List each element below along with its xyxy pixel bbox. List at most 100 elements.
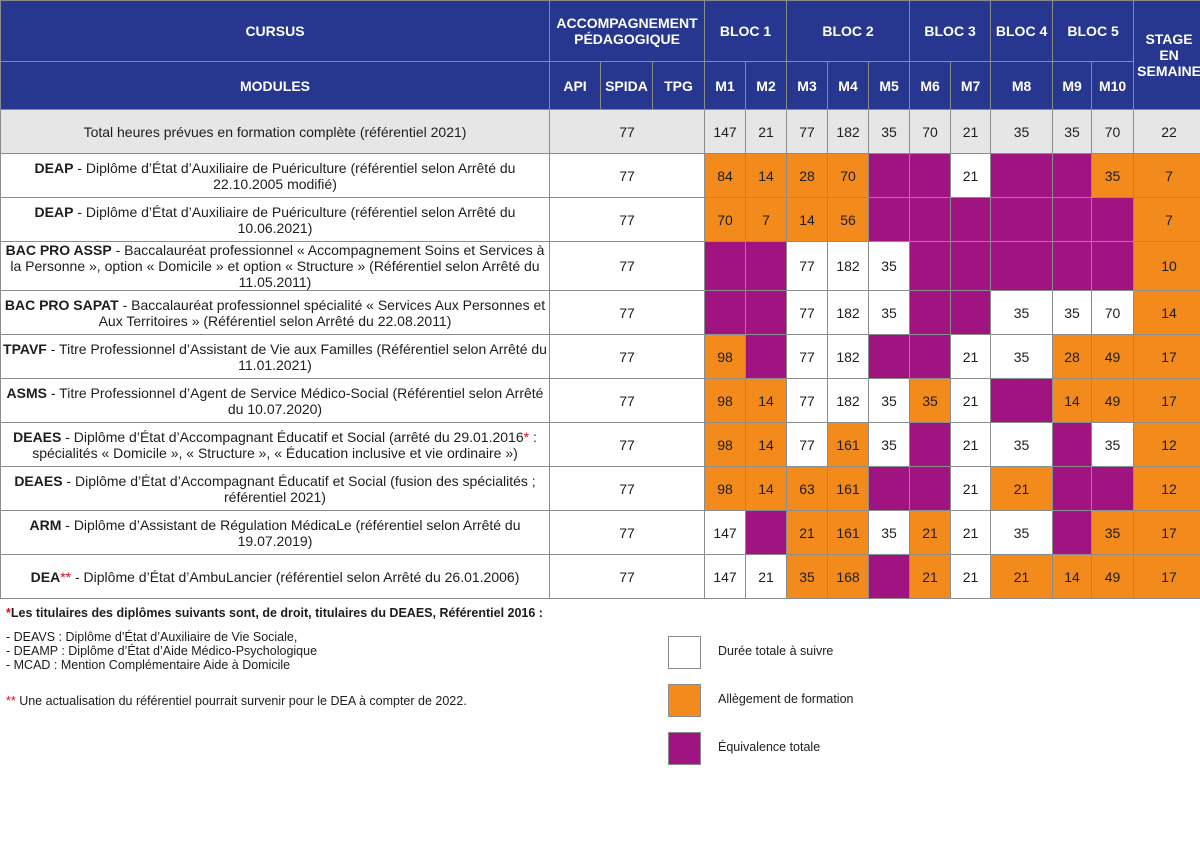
m2-cell: 14 [745,466,788,511]
cursus-code: DEA [30,568,61,585]
cursus-code-mark: ** [60,568,72,585]
m1-cell: 70 [704,197,747,242]
tpg-header: TPG [651,61,706,110]
m8-cell: 35 [990,334,1054,379]
m3-cell: 14 [786,197,829,242]
cursus-code: DEAP [34,159,74,176]
cursus-code: ASMS [6,384,47,401]
accompagnement-header: ACCOMPAGNEMENT PÉDAGOGIQUE [548,0,706,62]
notes-footnote: ** Une actualisation du référentiel pour… [6,694,626,708]
m5-cell: 35 [868,422,911,467]
m8-cell: 35 [990,510,1054,555]
m1-header: M1 [704,61,747,110]
stage-cell: 7 [1133,197,1200,242]
m4-cell: 161 [827,466,870,511]
m9-cell [1052,197,1093,242]
notes-title-text: Les titulaires des diplômes suivants son… [10,606,543,620]
table-row: DEA** - Diplôme d’État d’AmbuLancier (ré… [0,554,1200,599]
m8-cell [990,197,1054,242]
cursus-label: DEAP - Diplôme d’État d’Auxiliaire de Pu… [0,153,550,198]
m3-cell: 77 [786,290,829,335]
cursus-label: DEAES - Diplôme d’État d’Accompagnant Éd… [0,466,550,511]
m3-cell: 77 [786,422,829,467]
m2-cell: 7 [745,197,788,242]
total-m5: 35 [868,109,911,154]
m7-cell [950,241,992,291]
m2-cell [745,510,788,555]
cursus-label: DEAP - Diplôme d’État d’Auxiliaire de Pu… [0,197,550,242]
m1-cell [704,290,747,335]
notes-title-mark: * [6,606,11,620]
m7-cell: 21 [950,334,992,379]
m4-cell: 70 [827,153,870,198]
table-row: DEAES - Diplôme d’État d’Accompagnant Éd… [0,422,1200,467]
m4-cell: 56 [827,197,870,242]
notes-block: *Les titulaires des diplômes suivants so… [6,606,626,708]
cursus-label: DEA** - Diplôme d’État d’AmbuLancier (ré… [0,554,550,599]
m1-cell: 98 [704,422,747,467]
cursus-desc: - Diplôme d’État d’Accompagnant Éducatif… [62,472,536,505]
m9-cell: 28 [1052,334,1093,379]
m6-cell: 21 [909,510,952,555]
cursus-code: DEAES [13,428,62,445]
total-m7: 21 [950,109,992,154]
cursus-desc: - Diplôme d’État d’Auxiliaire de Puéricu… [73,159,516,192]
accompagnement-cell: 77 [548,334,706,379]
notes-item: - MCAD : Mention Complémentaire Aide à D… [6,658,291,672]
m1-cell: 98 [704,466,747,511]
cursus-code: ARM [29,516,62,533]
accompagnement-cell: 77 [548,197,706,242]
m6-cell [909,197,952,242]
cursus-label: ASMS - Titre Professionnel d’Agent de Se… [0,378,550,423]
accompagnement-cell: 77 [548,554,706,599]
cursus-desc: - Baccalauréat professionnel « Accompagn… [10,242,545,290]
m5-cell [868,554,911,599]
legend-label: Équivalence totale [718,740,821,754]
m2-cell: 21 [745,554,788,599]
m7-cell [950,197,992,242]
notes-item: - DEAMP : Diplôme d’État d’Aide Médico-P… [6,644,318,658]
cursus-label: BAC PRO ASSP - Baccalauréat professionne… [0,241,550,291]
m6-cell: 21 [909,554,952,599]
training-table: CURSUS ACCOMPAGNEMENT PÉDAGOGIQUE BLOC 1… [0,0,1200,599]
m9-cell [1052,510,1093,555]
cursus-code: TPAVF [3,340,47,357]
m4-header: M4 [827,61,870,110]
m6-header: M6 [909,61,952,110]
cursus-desc: - Titre Professionnel d’Agent de Service… [46,384,544,417]
legend-swatch-purple [668,732,701,765]
notes-title: *Les titulaires des diplômes suivants so… [6,606,626,620]
m4-cell: 182 [827,334,870,379]
m3-cell: 21 [786,510,829,555]
accompagnement-cell: 77 [548,466,706,511]
accompagnement-cell: 77 [548,510,706,555]
m6-cell [909,153,952,198]
spida-header: SPIDA [600,61,653,110]
cursus-desc: - Diplôme d’État d’Accompagnant Éducatif… [61,428,524,445]
m2-cell [745,334,788,379]
m2-cell: 14 [745,422,788,467]
m8-cell [990,153,1054,198]
m4-cell: 161 [827,422,870,467]
cursus-label: BAC PRO SAPAT - Baccalauréat professionn… [0,290,550,335]
m7-header: M7 [950,61,992,110]
footnote-mark: ** [6,694,16,708]
stage-cell: 17 [1133,378,1200,423]
cursus-code: BAC PRO SAPAT [4,296,119,313]
table-row: DEAES - Diplôme d’État d’Accompagnant Éd… [0,466,1200,511]
m1-cell: 147 [704,510,747,555]
accompagnement-cell: 77 [548,241,706,291]
m8-cell: 21 [990,466,1054,511]
footnote-text: Une actualisation du référentiel pourrai… [15,694,467,708]
total-m8: 35 [990,109,1054,154]
bloc1-header: BLOC 1 [704,0,788,62]
m10-cell: 49 [1091,334,1135,379]
total-m9: 35 [1052,109,1093,154]
notes-item: - DEAVS : Diplôme d’État d’Auxiliaire de… [6,630,298,644]
stage-cell: 17 [1133,334,1200,379]
m7-cell: 21 [950,378,992,423]
m10-header: M10 [1091,61,1135,110]
cursus-label: ARM - Diplôme d’Assistant de Régulation … [0,510,550,555]
m5-cell: 35 [868,378,911,423]
m3-cell: 63 [786,466,829,511]
